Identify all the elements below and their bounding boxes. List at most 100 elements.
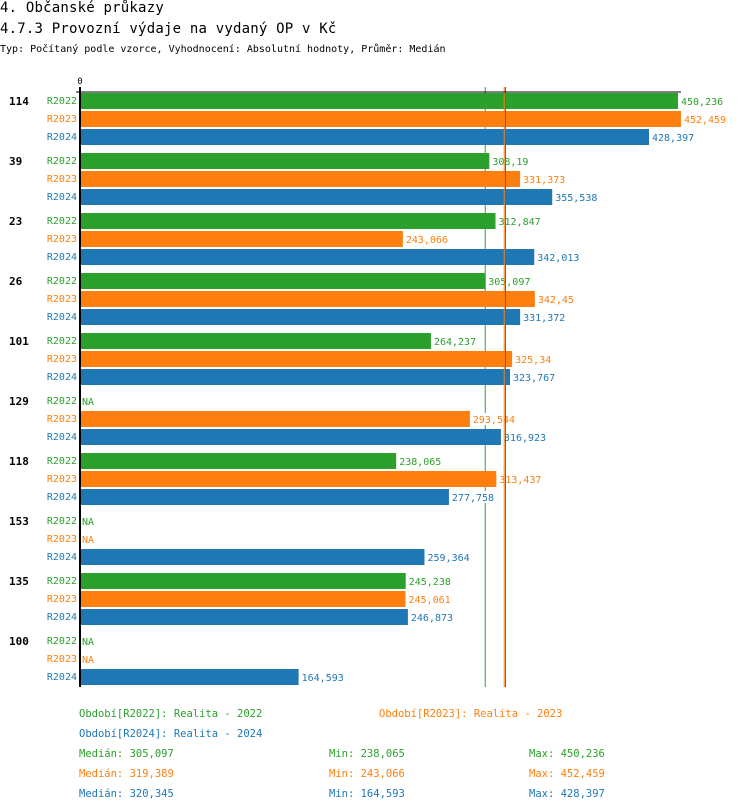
data-label: 313,437 (499, 475, 541, 486)
bar (80, 309, 521, 325)
category-label: 100 (9, 635, 29, 648)
median-stat-r2024: Medián: 320,345 (79, 788, 174, 800)
data-label-background (650, 131, 696, 143)
data-label-background (300, 671, 346, 683)
series-label: R2022 (47, 396, 77, 407)
chart-subtitle: Typ: Počítaný podle vzorce, Vyhodnocení:… (0, 44, 446, 55)
data-label: 450,236 (681, 97, 723, 108)
bar (80, 609, 408, 625)
data-label: 245,238 (409, 577, 451, 588)
category-label: 26 (9, 275, 23, 288)
category-label: 114 (9, 95, 29, 108)
data-label-background (487, 275, 532, 287)
data-label-background (536, 251, 581, 263)
series-label: R2022 (47, 336, 77, 347)
category-label: 153 (9, 515, 29, 528)
chart-title: 4.7.3 Provozní výdaje na vydaný OP v Kč (0, 21, 337, 37)
bar (80, 471, 497, 487)
bar (80, 231, 403, 247)
data-label: 342,013 (537, 253, 579, 264)
data-label: 325,34 (515, 355, 551, 366)
data-label-background (536, 293, 576, 305)
data-label-background (514, 353, 553, 365)
data-label: 331,373 (523, 175, 565, 186)
series-label: R2022 (47, 276, 77, 287)
data-label-background (81, 395, 96, 407)
data-label: 246,873 (411, 613, 453, 624)
data-label-background (81, 515, 96, 527)
median-stat-r2022: Medián: 305,097 (79, 748, 174, 760)
bar (80, 153, 490, 169)
data-label: NA (82, 637, 94, 648)
data-label: 293,544 (473, 415, 515, 426)
data-label-background (512, 371, 557, 383)
data-label-background (409, 611, 455, 623)
bar (80, 111, 681, 127)
data-label-background (522, 311, 567, 323)
data-label: 277,758 (452, 493, 494, 504)
min-stat-r2024: Min: 164,593 (329, 788, 405, 800)
data-label-background (498, 473, 544, 485)
section-title: 4. Občanské průkazy (0, 0, 164, 16)
bar (80, 489, 449, 505)
series-label: R2022 (47, 216, 77, 227)
bar (80, 333, 431, 349)
bar (80, 93, 678, 109)
category-label: 23 (9, 215, 22, 228)
max-stat-r2024: Max: 428,397 (529, 788, 605, 800)
bar (80, 549, 425, 565)
bar (80, 291, 535, 307)
data-label-background (81, 635, 96, 647)
series-label: R2022 (47, 456, 77, 467)
series-label: R2024 (47, 132, 77, 143)
series-label: R2023 (47, 294, 77, 305)
data-label-background (426, 551, 472, 563)
bar (80, 171, 521, 187)
median-stat-r2023: Medián: 319,389 (79, 768, 174, 780)
data-label: 305,097 (488, 277, 530, 288)
bar (80, 249, 535, 265)
bar (80, 129, 649, 145)
series-label: R2024 (47, 672, 77, 683)
bar (80, 591, 406, 607)
series-label: R2024 (47, 552, 77, 563)
data-label: NA (82, 397, 94, 408)
legend-item-r2022: Období[R2022]: Realita - 2022 (79, 708, 263, 720)
legend-item-r2023: Období[R2023]: Realita - 2023 (379, 708, 563, 720)
data-label: NA (82, 517, 94, 528)
series-label: R2023 (47, 414, 77, 425)
bar (80, 669, 299, 685)
bar (80, 189, 553, 205)
series-label: R2022 (47, 96, 77, 107)
category-label: 135 (9, 575, 29, 588)
series-label: R2024 (47, 312, 77, 323)
data-label: 331,372 (523, 313, 565, 324)
series-label: R2024 (47, 492, 77, 503)
data-label: NA (82, 655, 94, 666)
legend-item-r2024: Období[R2024]: Realita - 2024 (79, 728, 263, 740)
data-label-background (407, 593, 453, 605)
data-label: 259,364 (427, 553, 469, 564)
max-stat-r2023: Max: 452,459 (529, 768, 605, 780)
data-label: 312,847 (499, 217, 541, 228)
series-label: R2024 (47, 372, 77, 383)
data-label: 164,593 (302, 673, 344, 684)
data-label-background (522, 173, 567, 185)
data-label-background (398, 455, 443, 467)
data-label: 452,459 (684, 115, 726, 126)
bar (80, 411, 470, 427)
data-label: NA (82, 535, 94, 546)
data-label: 264,237 (434, 337, 476, 348)
category-label: 39 (9, 155, 22, 168)
series-label: R2022 (47, 636, 77, 647)
data-label-background (502, 431, 548, 443)
series-label: R2023 (47, 354, 77, 365)
bar (80, 453, 397, 469)
data-label: 308,19 (492, 157, 528, 168)
data-label: 238,065 (399, 457, 441, 468)
category-label: 118 (9, 455, 29, 468)
data-label: 245,061 (408, 595, 450, 606)
min-stat-r2022: Min: 238,065 (329, 748, 405, 760)
bar (80, 213, 496, 229)
